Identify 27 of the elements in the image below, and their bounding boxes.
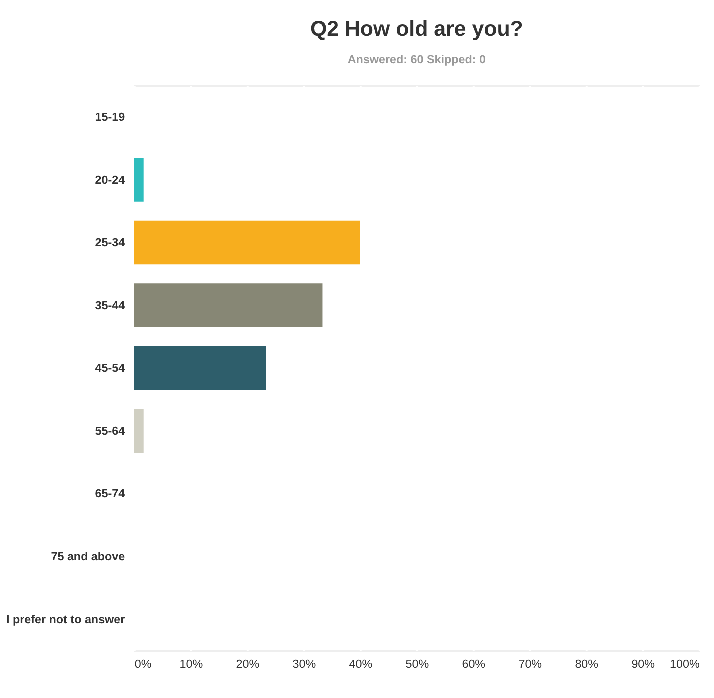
x-tick-label: 10% bbox=[180, 658, 204, 671]
y-tick-label: 20-24 bbox=[95, 174, 126, 187]
x-tick-label: 30% bbox=[292, 658, 316, 671]
x-tick-label: 40% bbox=[349, 658, 373, 671]
x-tick-label: 90% bbox=[632, 658, 656, 671]
bar bbox=[134, 346, 266, 390]
bar bbox=[134, 284, 323, 328]
x-tick-label: 0% bbox=[134, 658, 152, 671]
x-tick-label: 20% bbox=[236, 658, 260, 671]
bar bbox=[134, 409, 144, 453]
bar bbox=[134, 158, 144, 202]
y-tick-label: 35-44 bbox=[95, 299, 126, 312]
y-tick-label: 65-74 bbox=[95, 488, 126, 501]
x-tick-label: 80% bbox=[575, 658, 599, 671]
y-tick-label: 75 and above bbox=[51, 550, 126, 564]
chart-subtitle: Answered: 60 Skipped: 0 bbox=[348, 53, 486, 66]
y-tick-label: 45-54 bbox=[95, 362, 126, 376]
y-tick-label: I prefer not to answer bbox=[6, 613, 126, 626]
x-tick-label: 50% bbox=[406, 658, 430, 671]
x-tick-label: 60% bbox=[462, 658, 486, 671]
y-tick-label: 15-19 bbox=[95, 111, 126, 124]
x-tick-label: 70% bbox=[518, 658, 542, 671]
y-tick-label: 55-64 bbox=[95, 424, 126, 438]
x-tick-label: 100% bbox=[670, 658, 700, 671]
y-tick-label: 25-34 bbox=[95, 236, 126, 250]
chart-title: Q2 How old are you? bbox=[310, 17, 524, 42]
bar bbox=[134, 220, 360, 265]
